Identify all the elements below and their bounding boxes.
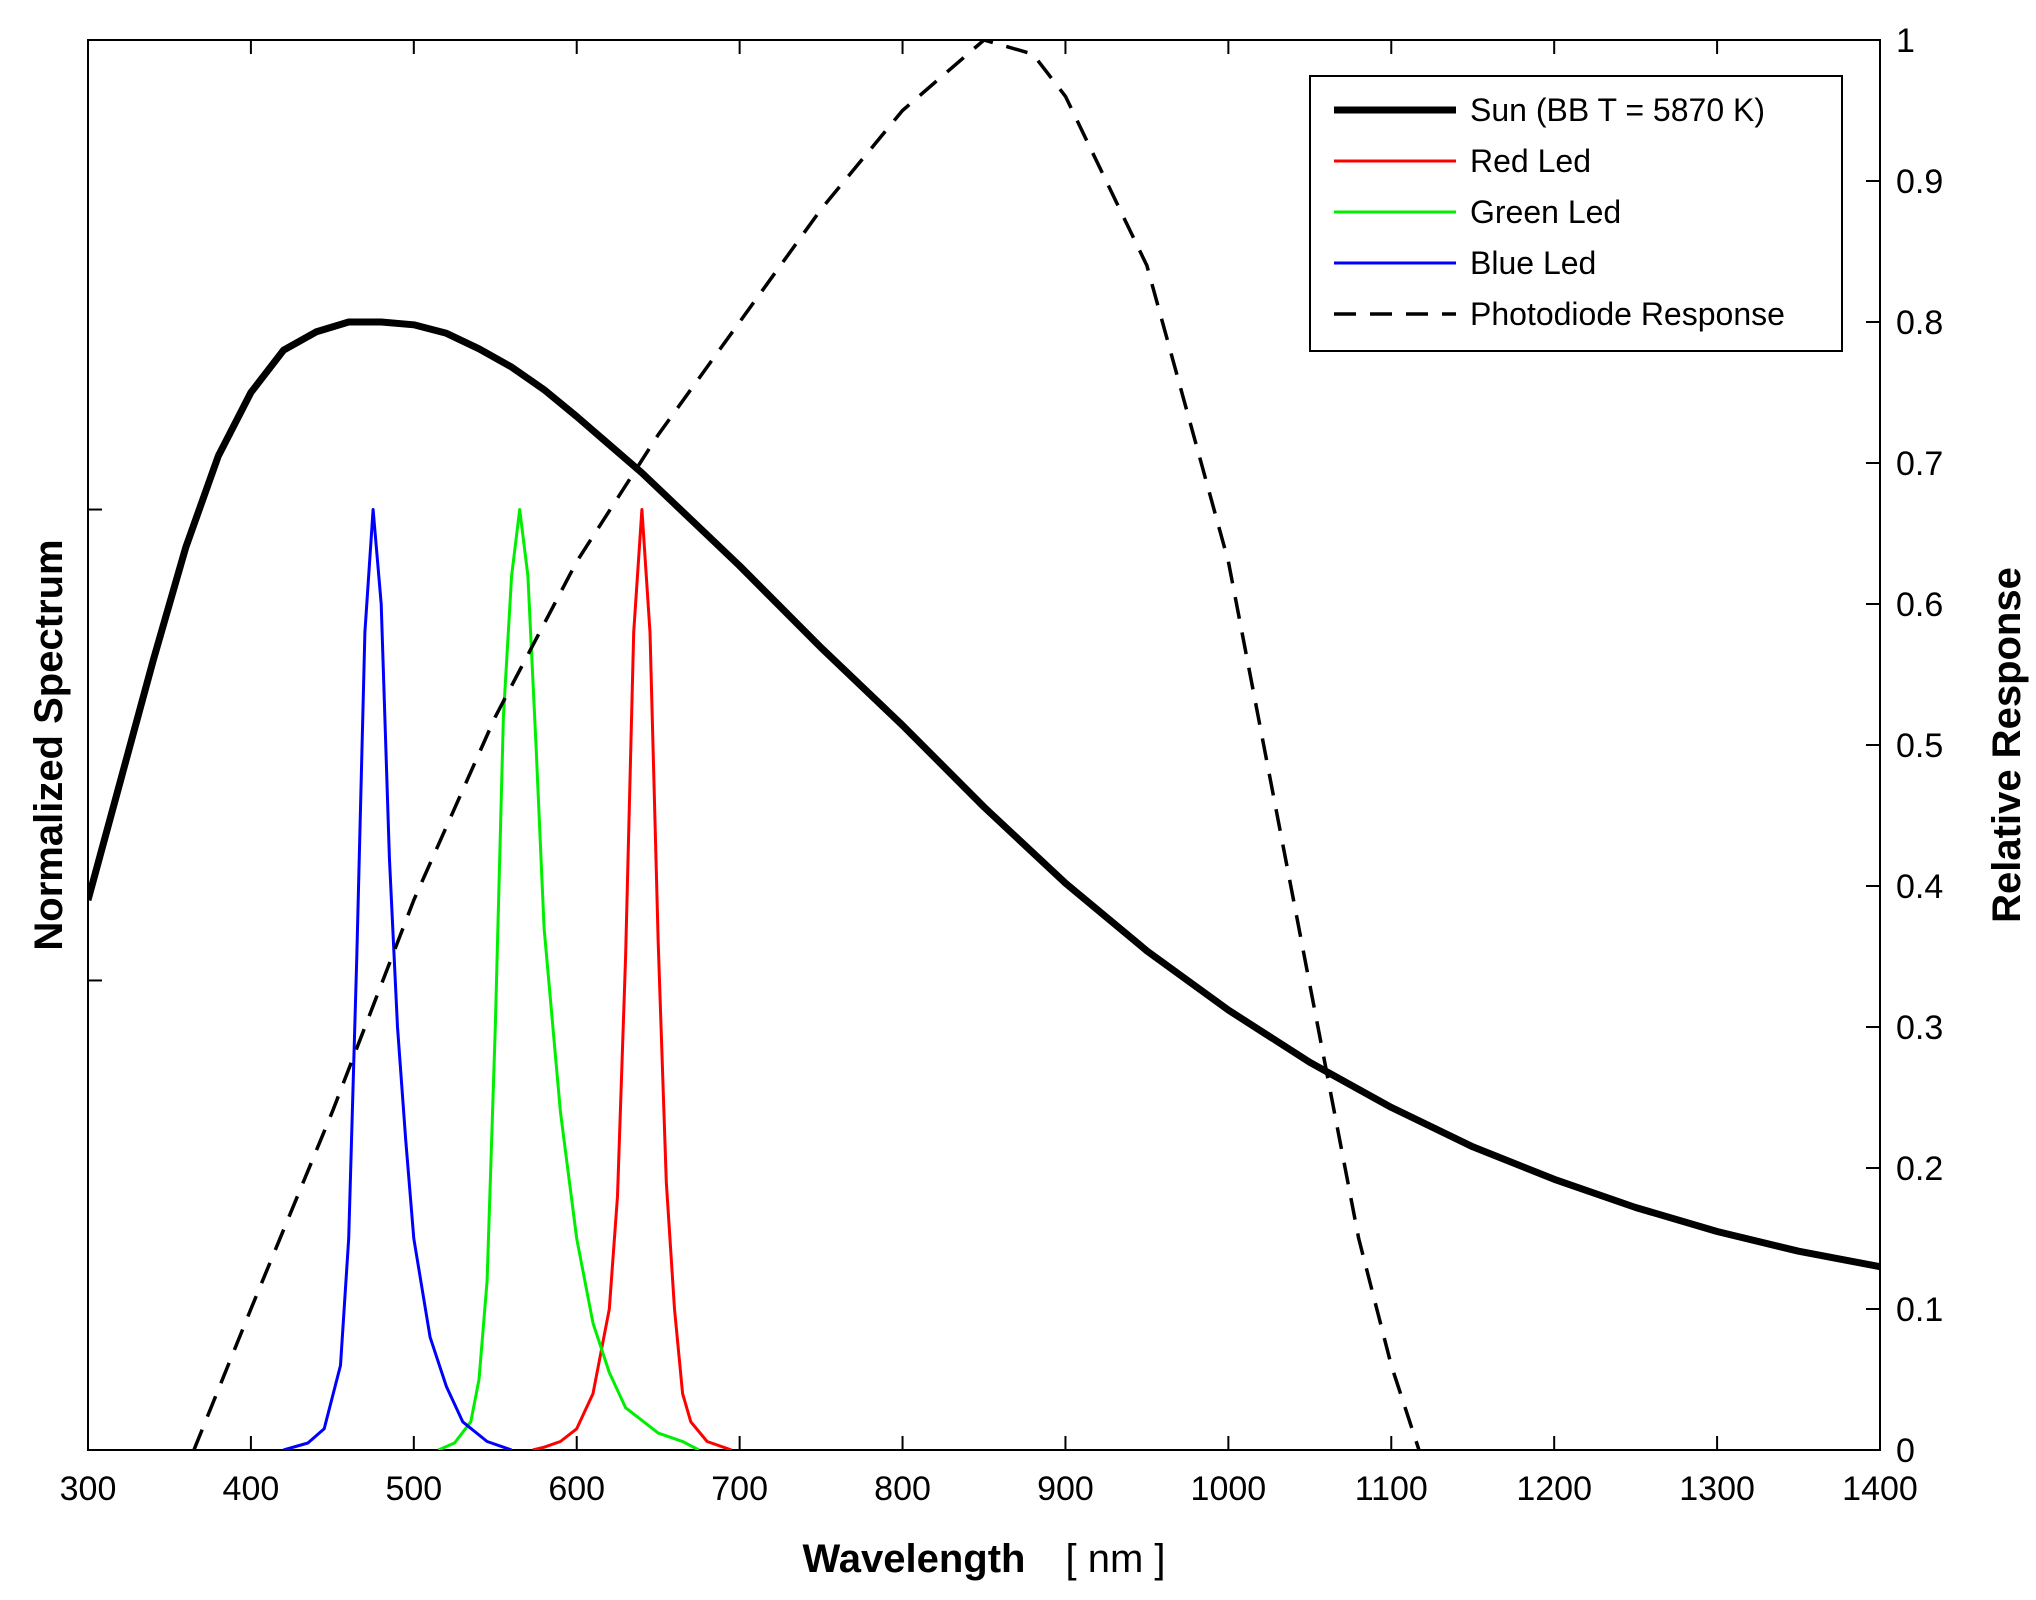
series-line-sun-bb-t-5870-k <box>88 318 1880 1271</box>
y-right-tick-label: 0.6 <box>1896 586 1943 624</box>
x-tick-label: 1200 <box>1516 1470 1592 1508</box>
legend-label: Sun (BB T = 5870 K) <box>1470 92 1765 128</box>
y-right-tick-label: 0 <box>1896 1432 1915 1470</box>
series-group <box>88 40 1880 1450</box>
x-tick-label: 1000 <box>1191 1470 1267 1508</box>
y-right-axis-title: Relative Response <box>1985 567 2029 923</box>
y-right-tick-label: 0.4 <box>1896 868 1943 906</box>
x-tick-label: 600 <box>548 1470 605 1508</box>
y-left-axis-title: Normalized Spectrum <box>27 539 71 950</box>
y-right-tick-label: 0.5 <box>1896 727 1943 765</box>
series-line-photodiode-response <box>192 40 1421 1450</box>
y-right-tick-label: 0.1 <box>1896 1291 1943 1329</box>
x-tick-label: 1400 <box>1842 1470 1918 1508</box>
x-tick-label: 500 <box>385 1470 442 1508</box>
y-right-tick-label: 0.7 <box>1896 445 1943 483</box>
legend-label: Blue Led <box>1470 245 1596 281</box>
x-tick-label: 1300 <box>1679 1470 1755 1508</box>
x-axis-title: Wavelength [ nm ] <box>802 1537 1165 1581</box>
x-axis-title-text: Wavelength <box>802 1537 1025 1581</box>
y-right-tick-label: 0.8 <box>1896 304 1943 342</box>
x-tick-label: 1100 <box>1355 1470 1428 1508</box>
x-tick-label: 400 <box>223 1470 280 1508</box>
series-line-green-led <box>437 508 700 1450</box>
y-right-tick-label: 0.2 <box>1896 1150 1943 1188</box>
x-tick-label: 800 <box>874 1470 931 1508</box>
x-tick-label: 900 <box>1037 1470 1094 1508</box>
x-tick-label: 700 <box>711 1470 768 1508</box>
y-right-tick-label: 0.3 <box>1896 1009 1943 1047</box>
y-right-tick-label: 0.9 <box>1896 163 1943 201</box>
legend: Sun (BB T = 5870 K) Red Led Green Led Blue … <box>1309 75 1843 352</box>
x-axis-unit-text: [ nm ] <box>1065 1537 1165 1581</box>
legend-label: Green Led <box>1470 194 1621 230</box>
series-line-red-led <box>532 508 732 1450</box>
y-right-tick-label: 1 <box>1896 22 1915 60</box>
series-line-blue-led <box>283 508 513 1450</box>
legend-label: Red Led <box>1470 143 1591 179</box>
legend-label: Photodiode Response <box>1470 296 1785 332</box>
x-tick-label: 300 <box>60 1470 117 1508</box>
